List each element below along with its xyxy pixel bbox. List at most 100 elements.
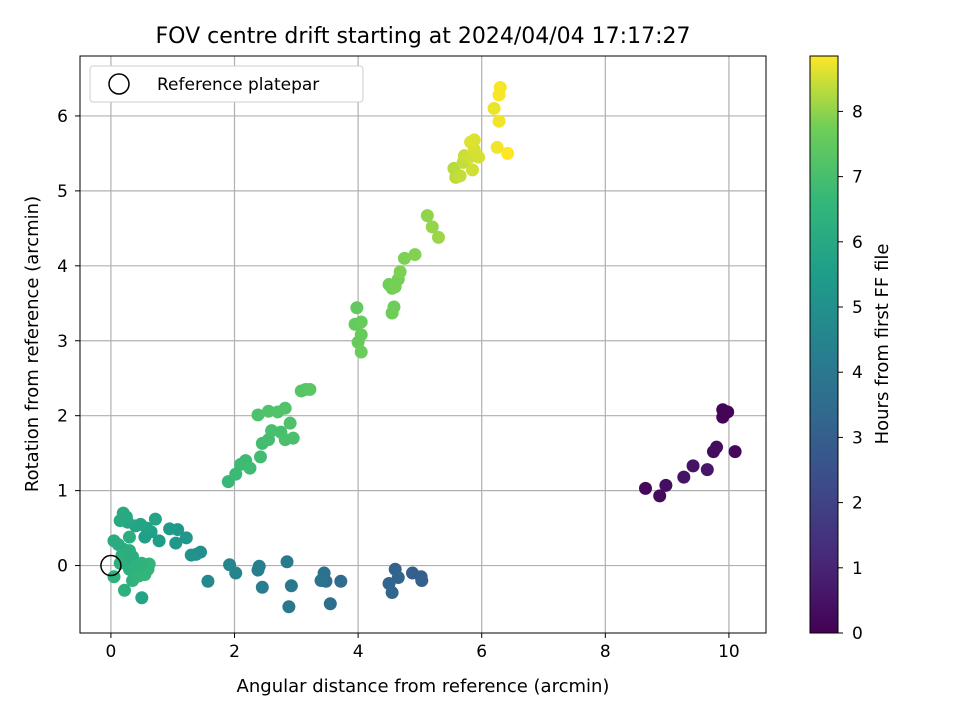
data-point <box>253 450 267 464</box>
data-point <box>350 301 364 315</box>
data-point <box>323 597 337 611</box>
data-point <box>255 580 269 594</box>
x-axis-ticks: 0 2 4 6 8 10 <box>105 633 740 662</box>
y-axis-ticks: 0 1 2 3 4 5 6 <box>57 107 80 577</box>
colorbar-tick-label: 5 <box>852 298 863 318</box>
colorbar: 0 1 2 3 4 5 6 7 8 Hours from first FF file <box>809 55 893 644</box>
data-point <box>391 571 405 585</box>
colorbar-tick-label: 8 <box>852 102 863 122</box>
y-tick-label: 2 <box>57 407 68 427</box>
data-point <box>653 489 667 503</box>
data-point <box>278 401 292 415</box>
y-tick-label: 3 <box>57 332 68 352</box>
x-tick-label: 0 <box>105 642 116 662</box>
reference-point-marker <box>100 554 122 577</box>
colorbar-tick-label: 3 <box>852 428 863 448</box>
colorbar-tick-label: 7 <box>852 168 863 188</box>
data-point <box>122 530 136 544</box>
data-point <box>135 591 149 605</box>
legend: Reference platepar <box>89 65 364 103</box>
data-point <box>490 140 504 154</box>
data-point <box>354 345 368 359</box>
data-point <box>710 440 724 454</box>
legend-box <box>89 65 364 103</box>
x-tick-label: 2 <box>229 642 240 662</box>
data-point <box>261 404 275 418</box>
data-point <box>280 555 294 569</box>
x-tick-label: 4 <box>353 642 364 662</box>
data-point <box>251 408 265 422</box>
data-point <box>184 548 198 562</box>
data-point <box>721 405 735 419</box>
data-point <box>492 114 506 128</box>
x-tick-label: 10 <box>718 642 740 662</box>
data-point <box>387 300 401 314</box>
data-point <box>201 574 215 588</box>
data-point <box>243 461 257 475</box>
y-tick-label: 1 <box>57 482 68 502</box>
colorbar-tick-label: 6 <box>852 233 863 253</box>
data-point <box>303 382 317 396</box>
data-point <box>117 583 131 597</box>
data-point <box>659 478 673 492</box>
data-point <box>728 445 742 459</box>
data-point <box>152 534 166 548</box>
y-axis-label: Rotation from reference (arcmin) <box>22 196 43 492</box>
data-point <box>638 481 652 495</box>
data-point <box>286 431 300 445</box>
data-point <box>282 600 296 614</box>
legend-entry-label: Reference platepar <box>157 75 319 95</box>
data-point <box>465 163 479 177</box>
data-point <box>354 315 368 329</box>
colorbar-tick-label: 2 <box>852 494 863 514</box>
data-point <box>415 574 429 588</box>
x-axis-label: Angular distance from reference (arcmin) <box>237 676 610 697</box>
data-point <box>251 563 265 577</box>
data-point <box>425 220 439 234</box>
data-point <box>501 146 515 160</box>
chart-title: FOV centre drift starting at 2024/04/04 … <box>156 24 691 49</box>
data-point <box>229 467 243 481</box>
data-point <box>334 574 348 588</box>
y-tick-label: 6 <box>57 107 68 127</box>
data-point <box>113 514 127 528</box>
data-point <box>431 230 445 244</box>
data-point <box>686 459 700 473</box>
data-point <box>408 248 422 262</box>
plot-frame <box>79 55 767 634</box>
data-point <box>677 470 691 484</box>
data-point <box>163 522 177 536</box>
reference-marker-layer <box>100 554 122 577</box>
data-point <box>453 169 467 183</box>
data-point <box>385 586 399 600</box>
colorbar-gradient <box>809 55 839 634</box>
data-point <box>129 559 143 573</box>
legend-hollow-circle-icon <box>108 73 130 95</box>
x-tick-label: 6 <box>476 642 487 662</box>
data-point <box>284 579 298 593</box>
data-point <box>700 463 714 477</box>
data-point <box>493 80 507 94</box>
data-point <box>179 531 193 545</box>
data-point <box>283 416 297 430</box>
y-tick-label: 4 <box>57 257 68 277</box>
colorbar-tick-label: 4 <box>852 363 863 383</box>
data-points <box>107 80 742 614</box>
y-tick-label: 0 <box>57 557 68 577</box>
data-point <box>122 544 136 558</box>
x-tick-label: 8 <box>600 642 611 662</box>
data-point <box>420 209 434 223</box>
data-point <box>487 101 501 115</box>
data-point <box>148 512 162 526</box>
colorbar-tick-label: 0 <box>852 624 863 644</box>
y-tick-label: 5 <box>57 182 68 202</box>
data-point <box>169 536 183 550</box>
data-point <box>397 251 411 265</box>
data-point <box>467 133 481 147</box>
colorbar-tick-label: 1 <box>852 559 863 579</box>
data-point <box>223 558 237 572</box>
data-point <box>393 265 407 279</box>
colorbar-label: Hours from first FF file <box>872 244 893 445</box>
